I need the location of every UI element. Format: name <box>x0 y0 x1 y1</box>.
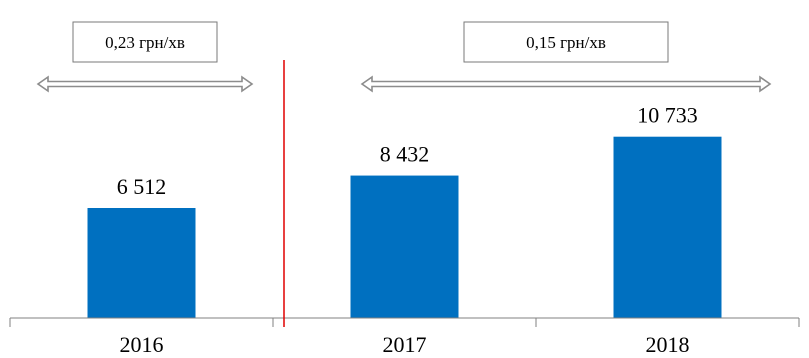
x-tick-label-2016: 2016 <box>120 332 164 357</box>
double-arrow-shape <box>360 75 772 93</box>
rate-label: 0,15 грн/хв <box>526 33 606 52</box>
rate-period-arrows <box>36 75 772 93</box>
x-tick-label-2017: 2017 <box>383 332 427 357</box>
value-label-2018: 10 733 <box>637 103 698 128</box>
double-arrow-1 <box>360 75 772 93</box>
bar-2017 <box>350 175 459 318</box>
x-tick-label-2018: 2018 <box>646 332 690 357</box>
rate-box-0: 0,23 грн/хв <box>72 21 218 63</box>
rate-box-frame <box>463 21 669 63</box>
value-label-2016: 6 512 <box>117 174 167 199</box>
x-axis-ticks <box>9 318 800 327</box>
bar-2016 <box>87 208 196 318</box>
value-labels-group: 6 512 8 432 10 733 <box>117 103 698 199</box>
bar-2018 <box>613 136 722 318</box>
x-axis-tick-labels: 2016 2017 2018 <box>120 332 690 357</box>
double-arrow-0 <box>36 75 254 93</box>
double-arrow-shape <box>36 75 254 93</box>
rate-box-frame <box>72 21 218 63</box>
rate-box-1: 0,15 грн/хв <box>463 21 669 63</box>
rate-annotations: 0,23 грн/хв 0,15 грн/хв <box>72 21 669 63</box>
rate-label: 0,23 грн/хв <box>105 33 185 52</box>
value-label-2017: 8 432 <box>380 142 430 167</box>
bars-group <box>87 136 722 318</box>
